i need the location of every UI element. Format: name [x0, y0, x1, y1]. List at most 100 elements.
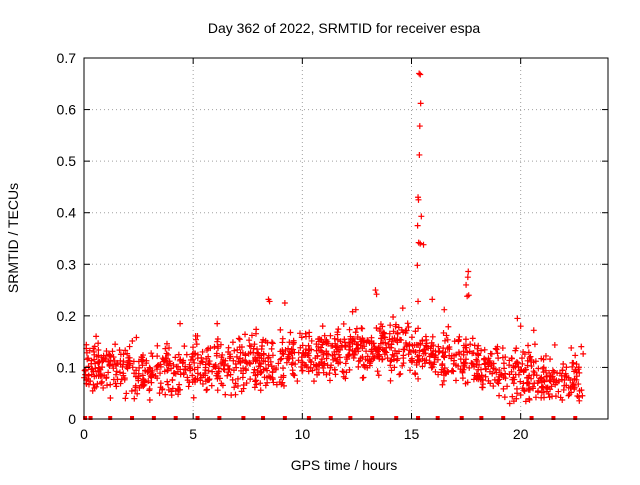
data-point [517, 391, 524, 398]
x-tick-label: 10 [295, 426, 311, 442]
data-point [361, 343, 368, 350]
data-point [441, 364, 448, 371]
data-point [286, 339, 293, 346]
data-point [226, 365, 233, 372]
data-point [393, 350, 400, 357]
data-point [580, 350, 587, 357]
data-point [396, 371, 403, 378]
data-point [214, 336, 221, 343]
data-point [504, 383, 511, 390]
data-point [506, 357, 513, 364]
data-point [389, 351, 396, 358]
data-point [92, 360, 99, 367]
data-point [136, 364, 143, 371]
data-point [513, 345, 520, 352]
data-point [469, 335, 476, 342]
data-point [397, 370, 404, 377]
data-point [477, 376, 484, 383]
data-point [134, 390, 141, 397]
data-point [269, 369, 276, 376]
data-point [528, 363, 535, 370]
data-point [157, 363, 164, 370]
data-point-outlier [420, 241, 427, 248]
data-point [378, 335, 385, 342]
data-point [305, 368, 312, 375]
data-point [264, 339, 271, 346]
data-point [362, 356, 369, 363]
data-point [395, 324, 402, 331]
data-point [124, 359, 131, 366]
data-point [192, 375, 199, 382]
data-point [231, 347, 238, 354]
data-point [257, 361, 264, 368]
data-point [470, 376, 477, 383]
data-point [432, 352, 439, 359]
data-point [355, 341, 362, 348]
data-point [573, 373, 580, 380]
data-point [100, 357, 107, 364]
data-point [495, 377, 502, 384]
data-point-outlier [281, 299, 288, 306]
data-point [572, 352, 579, 359]
data-point [203, 355, 210, 362]
data-point [490, 383, 497, 390]
data-point [452, 351, 459, 358]
data-point [467, 341, 474, 348]
data-point [264, 379, 271, 386]
data-point [267, 374, 274, 381]
data-point [346, 351, 353, 358]
data-point [299, 367, 306, 374]
data-point [139, 362, 146, 369]
data-point [131, 395, 138, 402]
data-point [343, 369, 350, 376]
data-point [236, 336, 243, 343]
data-point [502, 375, 509, 382]
data-point [250, 349, 257, 356]
data-point [180, 371, 187, 378]
data-point [381, 348, 388, 355]
data-point [551, 368, 558, 375]
data-point [450, 360, 457, 367]
data-point [375, 346, 382, 353]
data-point [251, 366, 258, 373]
data-point [163, 340, 170, 347]
data-point [387, 322, 394, 329]
data-point [203, 347, 210, 354]
data-point [501, 394, 508, 401]
data-point [435, 349, 442, 356]
data-point [513, 385, 520, 392]
data-point [310, 361, 317, 368]
data-point [85, 372, 92, 379]
data-point [133, 367, 140, 374]
data-point [452, 377, 459, 384]
data-point [112, 341, 119, 348]
data-point [555, 388, 562, 395]
data-point [571, 386, 578, 393]
data-point [377, 325, 384, 332]
data-point [517, 378, 524, 385]
data-point [342, 375, 349, 382]
data-point [214, 387, 221, 394]
data-point [279, 339, 286, 346]
data-point [466, 364, 473, 371]
data-point [368, 348, 375, 355]
data-point [419, 363, 426, 370]
data-point [190, 344, 197, 351]
data-point-zero [459, 416, 464, 420]
data-point [559, 397, 566, 404]
data-point [164, 366, 171, 373]
data-point [496, 392, 503, 399]
data-point [371, 344, 378, 351]
y-tick-label: 0.3 [57, 256, 77, 272]
data-point [91, 348, 98, 355]
data-point-zero [217, 416, 222, 420]
data-point [439, 362, 446, 369]
data-point [215, 345, 222, 352]
data-point [493, 346, 500, 353]
data-point [89, 365, 96, 372]
data-point [254, 371, 261, 378]
data-point [199, 348, 206, 355]
data-point [440, 377, 447, 384]
data-point [95, 340, 102, 347]
